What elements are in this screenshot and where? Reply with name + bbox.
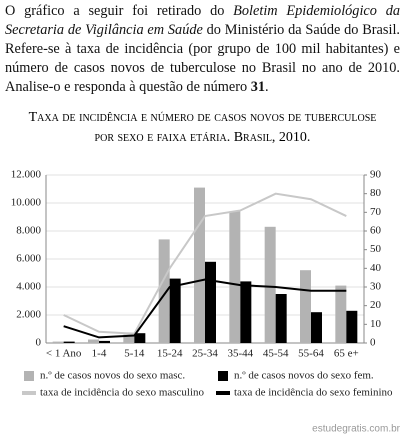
y-tick-label: 0 (36, 337, 42, 349)
y2-tick-label: 90 (370, 169, 382, 181)
line (63, 278, 347, 339)
bar (169, 278, 181, 343)
x-tick-label: < 1 Ano (46, 348, 82, 360)
y2-tick-label: 80 (370, 187, 382, 199)
y2-tick-label: 60 (370, 225, 382, 237)
legend-label: taxa de incidência do sexo feminino (234, 387, 393, 399)
intro-text: . (265, 79, 269, 95)
x-tick-label: 5-14 (124, 348, 145, 360)
y2-tick-label: 50 (370, 243, 382, 255)
legend-swatch (24, 371, 34, 381)
x-tick-label: 65 e+ (334, 348, 359, 360)
y2-tick-label: 20 (370, 299, 382, 311)
y2-tick-label: 0 (370, 337, 376, 349)
y-tick-label: 6.000 (16, 253, 41, 265)
legend-label: n.º de casos novos do sexo masc. (40, 370, 185, 382)
legend-label: n.º de casos novos do sexo fem. (234, 370, 374, 382)
intro-text: do Ministério da Saúde do Brasil. Refere… (5, 22, 400, 95)
intro-text: O gráfico a seguir foi retirado do (5, 3, 234, 19)
intro-bold: 31 (250, 79, 266, 95)
legend-swatch (218, 371, 228, 381)
x-tick-label: 35-44 (227, 348, 253, 360)
y2-tick-label: 10 (370, 318, 382, 330)
bar (275, 294, 287, 343)
x-tick-label: 45-54 (263, 348, 289, 360)
intro-italic: Boletim Epidemiológico da Secretaria de … (5, 3, 400, 38)
bar (335, 285, 347, 343)
bar (134, 333, 146, 343)
bar (52, 341, 64, 343)
bar (264, 226, 276, 343)
x-tick-label: 25-34 (192, 348, 218, 360)
x-tick-label: 55-64 (298, 348, 324, 360)
bar (123, 334, 135, 343)
title-box: Taxa de incidência e número de casos nov… (28, 110, 377, 145)
bar (194, 187, 205, 343)
x-tick-label: 1-4 (92, 348, 107, 360)
y-tick-label: 8.000 (16, 225, 41, 237)
y-tick-label: 2.000 (16, 309, 41, 321)
y2-tick-label: 30 (370, 281, 382, 293)
y2-tick-label: 40 (370, 262, 382, 274)
bar (300, 270, 311, 343)
bar (158, 239, 170, 343)
y2-tick-label: 70 (370, 206, 382, 218)
y-tick-label: 4.000 (16, 281, 41, 293)
line (63, 192, 347, 335)
bar (346, 310, 358, 343)
x-tick-label: 15-24 (157, 348, 183, 360)
watermark: estudegratis.com.br (312, 424, 400, 435)
y-tick-label: 10.000 (11, 197, 42, 209)
bar (311, 312, 322, 343)
bar (88, 339, 99, 343)
legend-label: taxa de incidência do sexo masculino (40, 387, 205, 399)
bar (99, 340, 110, 343)
y-tick-label: 12.000 (11, 169, 42, 181)
chart-title: Taxa de incidência e número de casos nov… (28, 110, 377, 145)
bar (229, 211, 241, 343)
bar (205, 261, 216, 343)
intro: O gráfico a seguir foi retirado do Bolet… (5, 2, 400, 97)
bar (240, 281, 252, 343)
bar (63, 341, 75, 343)
